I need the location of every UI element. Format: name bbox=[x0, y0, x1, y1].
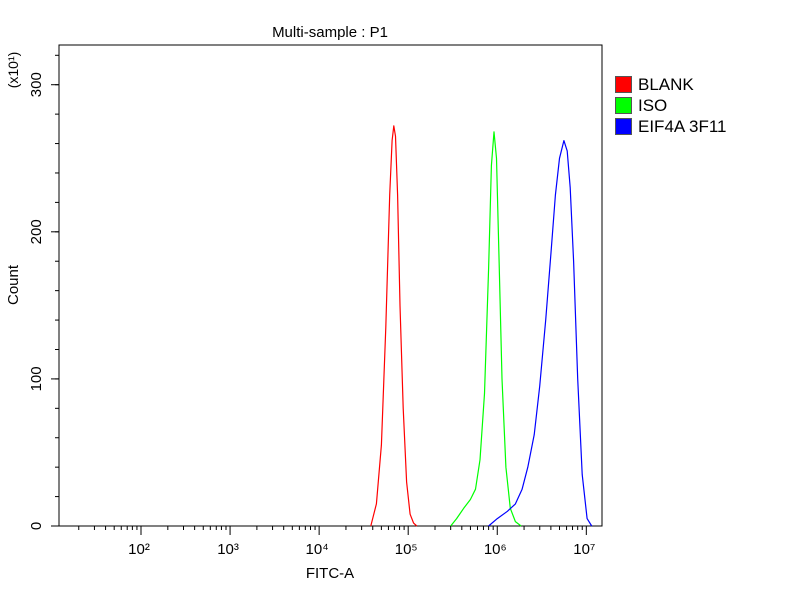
x-axis-label: FITC-A bbox=[306, 565, 354, 582]
legend-label-eif4a: EIF4A 3F11 bbox=[638, 117, 727, 136]
histogram-curves bbox=[370, 125, 593, 527]
chart-title: Multi-sample : P1 bbox=[272, 24, 388, 41]
legend-item-eif4a: EIF4A 3F11 bbox=[615, 116, 727, 137]
legend-item-iso: ISO bbox=[615, 95, 727, 116]
legend-swatch-blank bbox=[615, 76, 632, 93]
axis-ticks: 10² 10³ 10⁴ 10⁵ 10⁶ 10⁷ 0 100 200 300 bbox=[28, 54, 595, 558]
x-tick-label: 10³ bbox=[217, 541, 239, 558]
y-tick-label: 300 bbox=[28, 72, 45, 97]
y-axis-multiplier: (x10¹) bbox=[5, 52, 21, 89]
legend-label-blank: BLANK bbox=[638, 75, 694, 94]
y-tick-label: 100 bbox=[28, 366, 45, 391]
legend-item-blank: BLANK bbox=[615, 74, 727, 95]
x-tick-label: 10⁷ bbox=[573, 541, 595, 558]
histogram-curve-blank bbox=[370, 125, 418, 527]
x-tick-label: 10⁶ bbox=[484, 541, 507, 558]
x-tick-label: 10² bbox=[128, 541, 150, 558]
legend-swatch-eif4a bbox=[615, 118, 632, 135]
histogram-curve-eif4a-3f11 bbox=[488, 140, 593, 527]
legend-label-iso: ISO bbox=[638, 96, 668, 115]
y-tick-label: 0 bbox=[28, 522, 45, 530]
plot-area bbox=[58, 44, 603, 527]
y-tick-label: 200 bbox=[28, 219, 45, 244]
x-tick-label: 10⁵ bbox=[395, 541, 418, 558]
legend: BLANK ISO EIF4A 3F11 bbox=[615, 74, 727, 137]
x-tick-label: 10⁴ bbox=[306, 541, 329, 558]
legend-swatch-iso bbox=[615, 97, 632, 114]
y-axis-label: Count bbox=[5, 264, 22, 305]
histogram-curve-iso bbox=[450, 131, 522, 527]
